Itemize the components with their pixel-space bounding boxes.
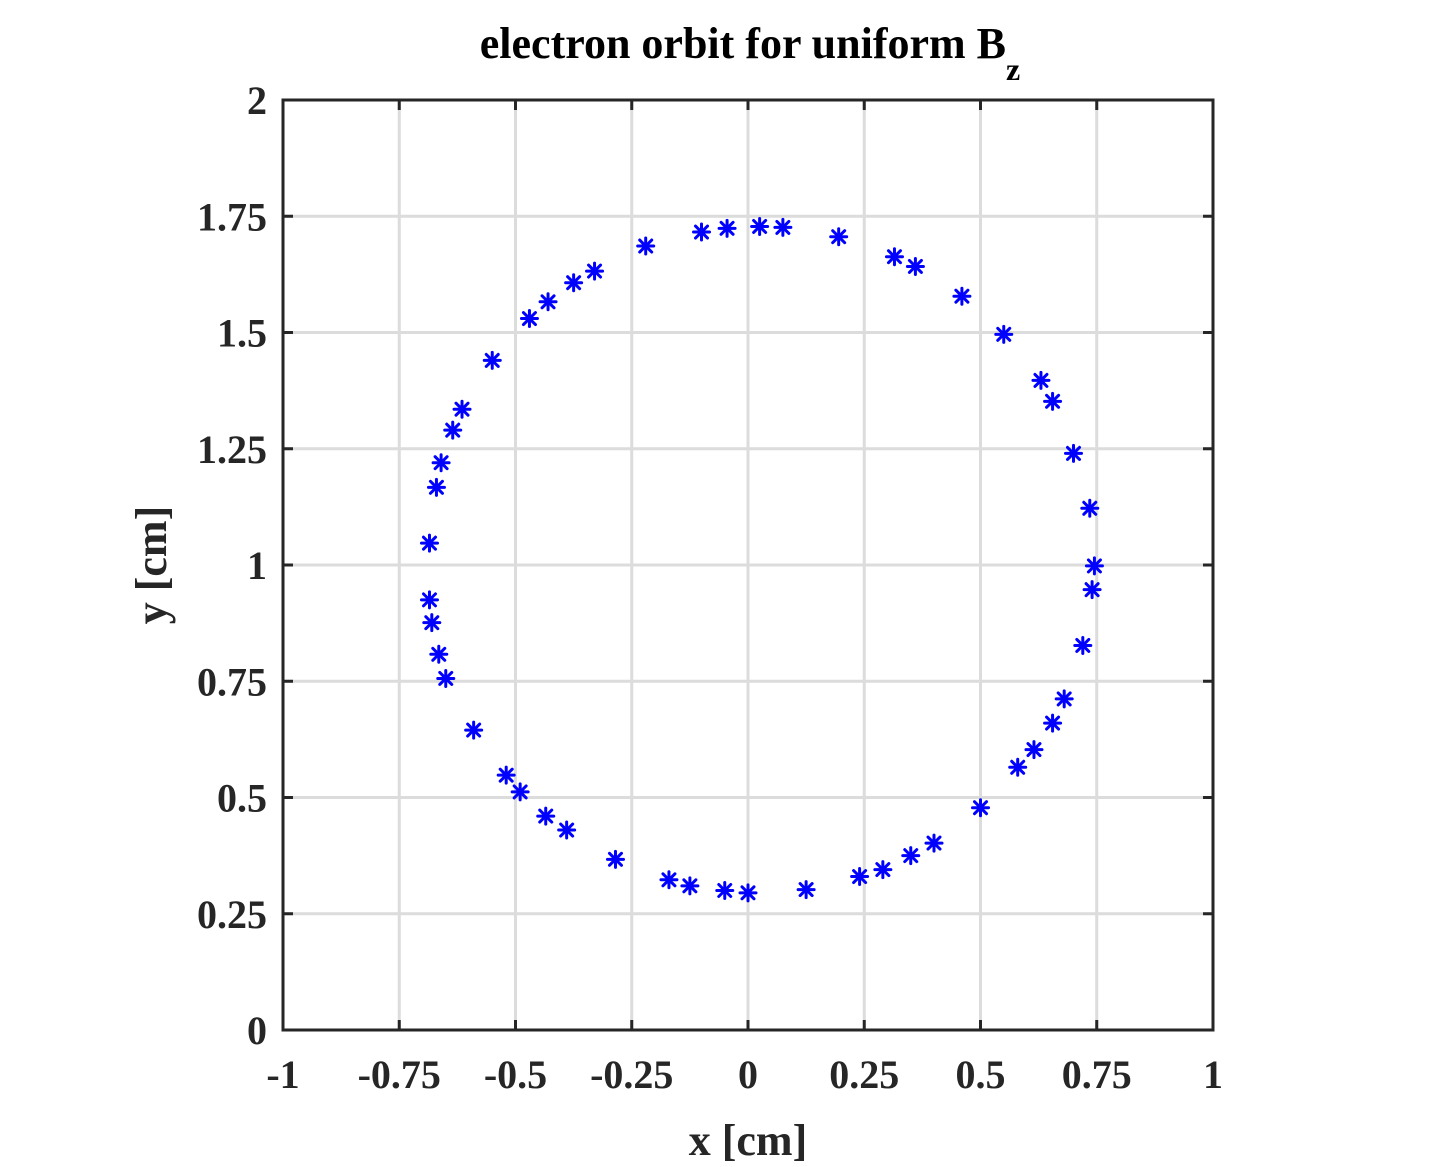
- x-tick-label: 0.25: [829, 1052, 899, 1097]
- data-point: [717, 218, 737, 238]
- data-point: [1054, 689, 1074, 709]
- chart-title-main: electron orbit for uniform B: [480, 19, 1006, 68]
- data-point: [773, 217, 793, 237]
- y-tick-label: 2: [247, 78, 267, 123]
- data-point: [431, 453, 451, 473]
- data-point: [436, 668, 456, 688]
- data-point: [715, 881, 735, 900]
- data-point: [585, 261, 605, 281]
- data-point: [605, 849, 625, 869]
- y-tick-label: 1.5: [217, 311, 267, 356]
- data-point: [1024, 740, 1044, 760]
- data-point: [873, 860, 893, 880]
- data-point: [1043, 391, 1063, 411]
- data-point: [850, 867, 870, 887]
- data-point: [901, 846, 921, 866]
- data-point: [659, 870, 679, 890]
- data-point: [994, 324, 1014, 344]
- data-point: [519, 309, 539, 329]
- x-tick-label: -0.25: [590, 1052, 673, 1097]
- data-point: [510, 782, 530, 802]
- data-point: [1064, 443, 1083, 463]
- data-point: [443, 420, 463, 440]
- data-point: [636, 236, 656, 256]
- data-point: [692, 222, 711, 242]
- data-point: [738, 883, 758, 903]
- data-point: [536, 806, 556, 826]
- data-point: [419, 590, 439, 610]
- data-point: [452, 399, 472, 419]
- data-points: [419, 216, 1104, 903]
- data-point: [1073, 635, 1093, 655]
- data-point: [1084, 556, 1104, 576]
- x-tick-label: -1: [266, 1052, 299, 1097]
- y-tick-label: 0.5: [217, 776, 267, 821]
- data-point: [464, 720, 484, 740]
- data-point: [884, 247, 904, 267]
- ticks: -1 -0.75 -0.5 -0.25 0 0.25 0.5 0.75 1 0 0.25 0.5 0.7…: [197, 78, 1223, 1097]
- chart-title-subscript: z: [1006, 51, 1020, 87]
- y-axis-label: y [cm]: [127, 506, 176, 625]
- data-point: [496, 765, 516, 785]
- x-tick-label: 1: [1203, 1052, 1223, 1097]
- data-point: [429, 644, 449, 664]
- data-point: [426, 477, 446, 497]
- x-tick-label: 0.75: [1062, 1052, 1132, 1097]
- data-point: [564, 273, 584, 293]
- data-point: [1080, 498, 1100, 518]
- data-point: [482, 350, 502, 370]
- data-point: [1082, 580, 1102, 600]
- x-axis-label: x [cm]: [689, 1116, 808, 1165]
- x-tick-label: -0.5: [484, 1052, 547, 1097]
- data-point: [952, 286, 972, 306]
- data-point: [1008, 757, 1028, 777]
- data-point: [422, 613, 442, 633]
- data-point: [905, 256, 925, 276]
- x-tick-label: -0.75: [358, 1052, 441, 1097]
- data-point: [971, 798, 990, 818]
- data-point: [1043, 713, 1063, 733]
- data-point: [1031, 370, 1051, 390]
- y-tick-label: 1: [247, 543, 267, 588]
- data-point: [419, 533, 439, 553]
- x-tick-label: 0.5: [956, 1052, 1006, 1097]
- y-tick-label: 0.25: [197, 892, 267, 937]
- data-point: [829, 227, 849, 247]
- y-tick-label: 1.75: [197, 194, 267, 239]
- data-point: [557, 820, 577, 840]
- chart-title: electron orbit for uniform Bz: [480, 19, 1020, 87]
- y-tick-label: 1.25: [197, 427, 267, 472]
- data-point: [750, 216, 770, 236]
- x-tick-label: 0: [738, 1052, 758, 1097]
- y-tick-label: 0: [247, 1008, 267, 1053]
- data-point: [924, 833, 944, 853]
- grid: [283, 100, 1213, 1030]
- data-point: [538, 292, 558, 312]
- data-point: [680, 876, 700, 896]
- y-tick-label: 0.75: [197, 659, 267, 704]
- data-point: [796, 880, 816, 900]
